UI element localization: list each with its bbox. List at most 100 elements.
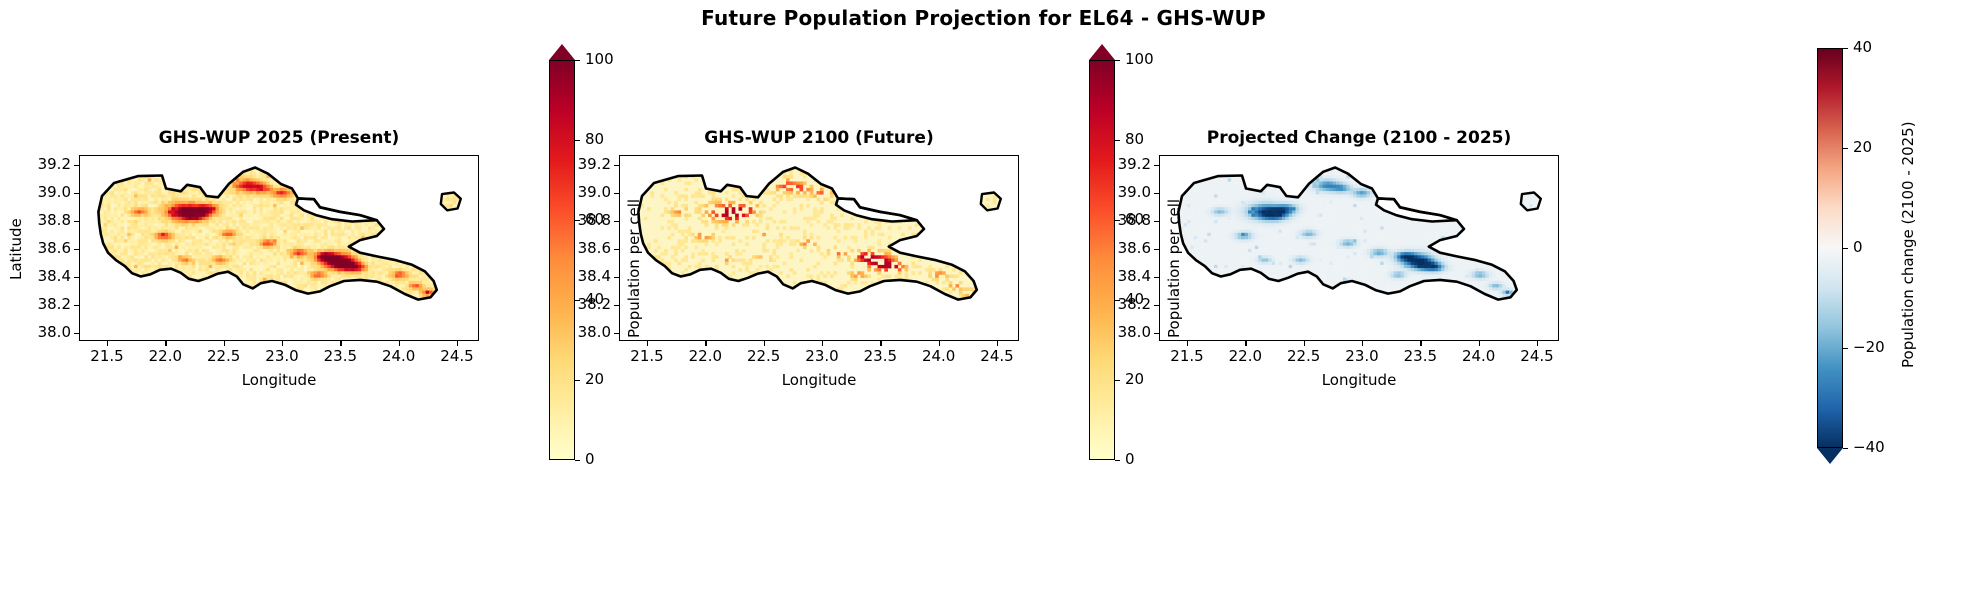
x-tick-mark <box>822 341 824 346</box>
y-tick-mark <box>74 165 79 167</box>
colorbar-extend-arrow <box>549 44 575 60</box>
y-tick-label: 38.6 <box>577 239 611 257</box>
y-tick-mark <box>74 221 79 223</box>
x-tick-label: 24.0 <box>1461 347 1496 365</box>
map-axes-present[interactable] <box>79 155 479 341</box>
panel-title-future: GHS-WUP 2100 (Future) <box>704 128 934 148</box>
x-tick-label: 24.5 <box>440 347 474 365</box>
colorbar-tick-label: 60 <box>1125 210 1145 228</box>
colorbar-tick-mark <box>1115 140 1120 142</box>
x-tick-label: 23.5 <box>1403 347 1438 365</box>
y-tick-mark <box>614 333 619 335</box>
colorbar-tick-mark <box>575 300 580 302</box>
x-tick-label: 24.0 <box>921 347 956 365</box>
colorbar-tick-label: 20 <box>585 370 605 388</box>
y-tick-mark <box>1154 333 1159 335</box>
colorbar-tick-label: 0 <box>1125 450 1135 468</box>
colorbar-tick-label: 20 <box>1853 138 1873 156</box>
x-tick-mark <box>1303 341 1305 346</box>
y-tick-label: 38.0 <box>37 323 71 341</box>
x-tick-label: 21.5 <box>630 347 664 365</box>
x-tick-mark <box>1537 341 1539 346</box>
x-tick-mark <box>165 341 167 346</box>
colorbar-extend-arrow <box>1089 44 1115 60</box>
map-axes-future[interactable] <box>619 155 1019 341</box>
panel-title-change: Projected Change (2100 - 2025) <box>1206 128 1512 148</box>
y-tick-label: 38.4 <box>1117 267 1151 285</box>
colorbar-tick-mark <box>1115 460 1120 462</box>
x-tick-label: 21.5 <box>90 347 124 365</box>
colorbar-tick-label: 40 <box>1125 290 1145 308</box>
y-tick-label: 38.8 <box>1117 211 1151 229</box>
y-tick-label: 38.0 <box>577 323 611 341</box>
x-tick-label: 24.5 <box>1520 347 1554 365</box>
colorbar-axis-label: Population per cell <box>625 198 643 338</box>
colorbar-tick-mark <box>1115 300 1120 302</box>
y-tick-label: 38.8 <box>577 211 611 229</box>
colorbar-extend-arrow <box>1817 448 1843 464</box>
colorbar-gradient <box>1817 48 1843 448</box>
map-axes-change[interactable] <box>1159 155 1559 341</box>
colorbar-tick-mark <box>1843 148 1848 150</box>
colorbar-tick-mark <box>575 460 580 462</box>
x-axis-label-future: Longitude <box>781 371 857 389</box>
y-tick-label: 39.0 <box>1117 183 1151 201</box>
colorbar-tick-mark <box>1843 48 1848 50</box>
y-tick-mark <box>1154 221 1159 223</box>
x-tick-label: 22.5 <box>206 347 241 365</box>
x-tick-mark <box>1187 341 1189 346</box>
y-tick-label: 38.2 <box>577 295 611 313</box>
y-tick-label: 38.6 <box>1117 239 1151 257</box>
x-tick-mark <box>1420 341 1422 346</box>
x-tick-mark <box>647 341 649 346</box>
colorbar-tick-label: 40 <box>1853 38 1873 56</box>
x-axis-label-change: Longitude <box>1321 371 1397 389</box>
y-tick-label: 38.4 <box>37 267 71 285</box>
colorbar-axis-label: Population per cell <box>1165 198 1183 338</box>
y-tick-label: 38.4 <box>577 267 611 285</box>
figure-title: Future Population Projection for EL64 - … <box>701 6 1266 30</box>
x-tick-label: 23.5 <box>863 347 898 365</box>
colorbar-tick-label: −20 <box>1853 338 1885 356</box>
x-tick-label: 23.5 <box>323 347 358 365</box>
y-tick-mark <box>74 249 79 251</box>
y-tick-label: 39.2 <box>1117 155 1151 173</box>
x-tick-label: 23.0 <box>265 347 299 365</box>
x-tick-mark <box>1245 341 1247 346</box>
y-tick-mark <box>74 305 79 307</box>
y-tick-mark <box>1154 277 1159 279</box>
x-tick-label: 22.5 <box>1286 347 1321 365</box>
x-tick-label: 23.0 <box>805 347 839 365</box>
y-tick-mark <box>614 165 619 167</box>
x-tick-mark <box>880 341 882 346</box>
colorbar-tick-mark <box>1115 380 1120 382</box>
x-tick-mark <box>1478 341 1480 346</box>
y-tick-mark <box>1154 249 1159 251</box>
colorbar-tick-mark <box>575 60 580 62</box>
colorbar-tick-label: 100 <box>585 50 614 68</box>
y-tick-mark <box>614 193 619 195</box>
colorbar-tick-label: 40 <box>585 290 605 308</box>
x-tick-mark <box>340 341 342 346</box>
colorbar-tick-mark <box>1843 448 1848 450</box>
x-tick-mark <box>938 341 940 346</box>
x-tick-mark <box>457 341 459 346</box>
y-tick-label: 39.2 <box>577 155 611 173</box>
y-tick-label: 39.0 <box>37 183 71 201</box>
y-tick-label: 38.2 <box>37 295 71 313</box>
y-tick-label: 39.0 <box>577 183 611 201</box>
x-tick-label: 24.5 <box>980 347 1014 365</box>
x-tick-label: 22.0 <box>688 347 723 365</box>
y-tick-mark <box>614 277 619 279</box>
x-axis-label-present: Longitude <box>241 371 317 389</box>
colorbar-tick-mark <box>1115 220 1120 222</box>
y-tick-label: 38.2 <box>1117 295 1151 313</box>
y-tick-mark <box>1154 193 1159 195</box>
colorbar-tick-label: 60 <box>585 210 605 228</box>
y-tick-mark <box>74 193 79 195</box>
colorbar-gradient <box>549 60 575 460</box>
x-tick-label: 22.0 <box>1228 347 1263 365</box>
y-tick-label: 39.2 <box>37 155 71 173</box>
x-tick-label: 22.5 <box>746 347 781 365</box>
x-tick-mark <box>763 341 765 346</box>
